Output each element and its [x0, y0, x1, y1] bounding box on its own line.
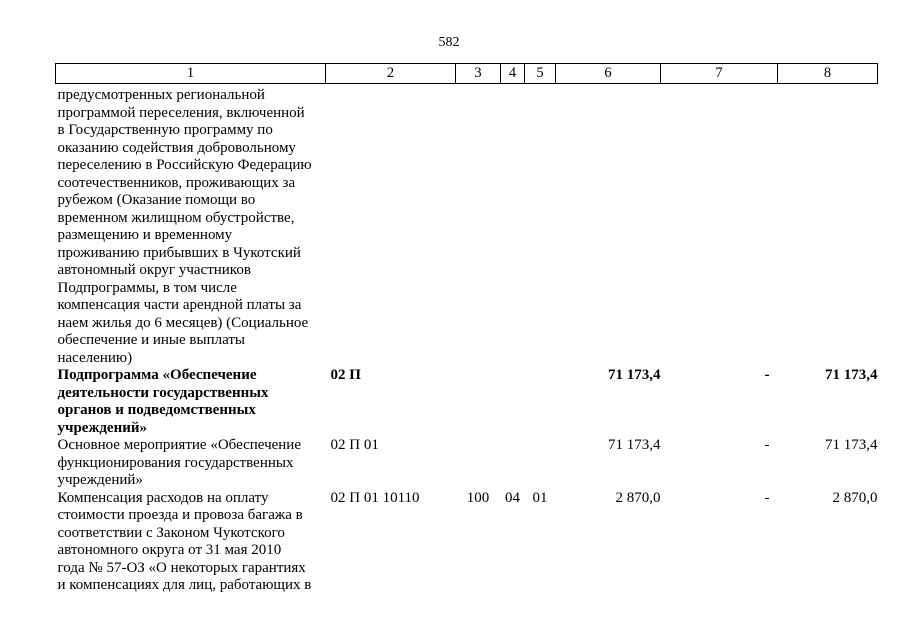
- row-subprogram: Подпрограмма «Обеспечение деятельности г…: [56, 367, 878, 437]
- cell-amount-col8: [778, 84, 878, 368]
- cell-amount-col6: 2 870,0: [615, 489, 661, 506]
- cell-target-article: [326, 84, 456, 368]
- cell-program-name: Компенсация расходов на оплату стоимости…: [57, 489, 312, 594]
- cell-amount-col8: 71 173,4: [825, 437, 878, 453]
- header-col-3: 3: [455, 63, 501, 84]
- row-expense-item: Компенсация расходов на оплату стоимости…: [56, 490, 878, 595]
- cell-subsection: [525, 437, 556, 490]
- cell-section: [501, 84, 525, 368]
- header-col-4: 4: [500, 63, 525, 84]
- cell-program-name: Основное мероприятие «Обеспечение функци…: [57, 437, 302, 488]
- header-col-5: 5: [524, 63, 556, 84]
- header-col-6: 6: [555, 63, 661, 84]
- cell-section: [501, 367, 525, 437]
- cell-target-article: 02 П 01: [330, 437, 379, 453]
- cell-target-article: 02 П: [330, 367, 361, 383]
- budget-table: 1 2 3 4 5 6 7 8 предусмотренных регионал…: [55, 63, 878, 595]
- cell-subsection: [525, 84, 556, 368]
- cell-subsection: 01: [532, 489, 548, 506]
- cell-amount-col8: 2 870,0: [832, 489, 878, 506]
- cell-target-article: 02 П 01 10110: [330, 489, 420, 506]
- cell-amount-col6: 71 173,4: [608, 367, 661, 383]
- cell-section: [501, 437, 525, 490]
- cell-expense-type: [456, 367, 501, 437]
- cell-program-name: предусмотренных региональной программой …: [57, 87, 312, 366]
- cell-expense-type: [456, 84, 501, 368]
- cell-amount-col7: -: [764, 367, 770, 383]
- row-continuation-text: предусмотренных региональной программой …: [56, 84, 878, 368]
- cell-section: 04: [505, 489, 520, 506]
- cell-expense-type: [456, 437, 501, 490]
- cell-expense-type: 100: [466, 489, 490, 506]
- cell-amount-col6: 71 173,4: [608, 437, 661, 453]
- header-col-8: 8: [777, 63, 878, 84]
- header-col-7: 7: [660, 63, 778, 84]
- row-main-activity: Основное мероприятие «Обеспечение функци…: [56, 437, 878, 490]
- cell-amount-col6: [556, 84, 661, 368]
- cell-subsection: [525, 367, 556, 437]
- header-col-1: 1: [55, 63, 326, 84]
- header-col-2: 2: [325, 63, 456, 84]
- cell-amount-col7: [661, 84, 778, 368]
- cell-amount-col7: -: [764, 437, 770, 453]
- cell-program-name: Подпрограмма «Обеспечение деятельности г…: [57, 367, 269, 436]
- table-header-row: 1 2 3 4 5 6 7 8: [55, 63, 878, 84]
- page-number: 582: [438, 35, 460, 50]
- cell-amount-col7: -: [764, 489, 770, 506]
- cell-amount-col8: 71 173,4: [825, 367, 878, 383]
